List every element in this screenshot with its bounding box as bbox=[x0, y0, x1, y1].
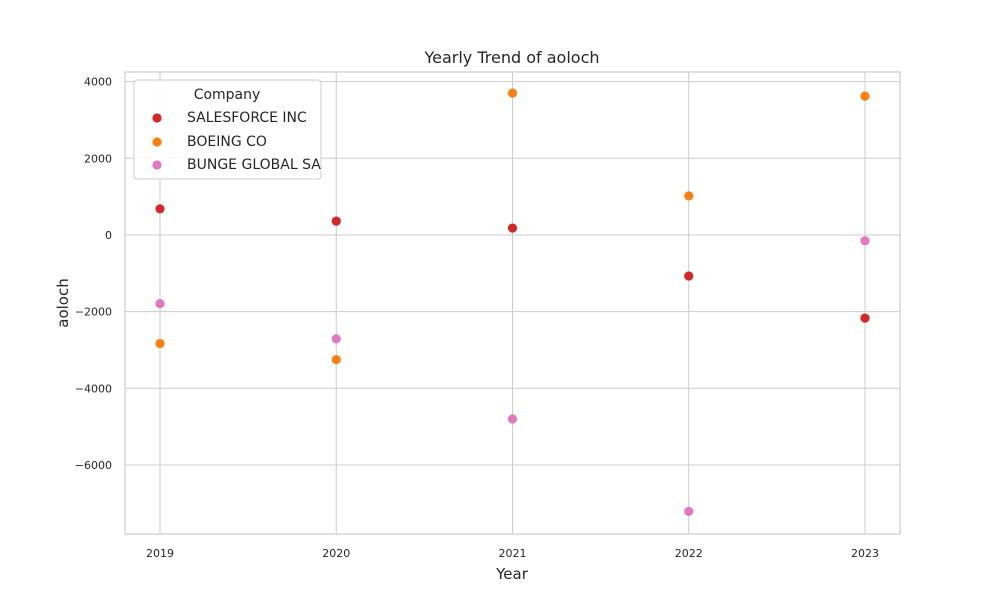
axis-ticks: −6000 −4000 −2000 0 2000 4000 2019 2020 2021 2022… bbox=[75, 76, 879, 560]
y-tick-label: −4000 bbox=[75, 382, 112, 395]
data-point-salesforce-inc bbox=[331, 216, 341, 226]
legend-marker-salesforce bbox=[152, 113, 162, 123]
legend-label-boeing: BOEING CO bbox=[187, 134, 267, 150]
y-tick-label: 0 bbox=[105, 229, 112, 242]
x-tick-label: 2019 bbox=[146, 547, 174, 560]
data-point-boeing-co bbox=[155, 338, 165, 349]
y-tick-label: 2000 bbox=[84, 152, 112, 165]
data-point-salesforce-inc bbox=[684, 271, 694, 281]
data-point-bunge-global-sa bbox=[155, 298, 165, 309]
x-tick-label: 2020 bbox=[322, 547, 350, 560]
data-point-bunge-global-sa bbox=[684, 506, 694, 516]
data-point-salesforce-inc bbox=[507, 223, 518, 233]
legend: Company SALESFORCE INC BOEING CO BUNGE G… bbox=[133, 79, 322, 180]
data-point-salesforce-inc bbox=[155, 204, 165, 214]
y-tick-label: 4000 bbox=[84, 76, 112, 89]
legend-title: Company bbox=[194, 87, 261, 103]
x-tick-label: 2022 bbox=[675, 547, 703, 560]
legend-box bbox=[133, 79, 322, 180]
y-axis-label: aoloch bbox=[54, 278, 72, 327]
data-point-boeing-co bbox=[860, 91, 870, 101]
data-point-bunge-global-sa bbox=[331, 334, 341, 344]
x-tick-label: 2021 bbox=[499, 547, 527, 560]
legend-marker-boeing bbox=[152, 137, 162, 147]
data-point-bunge-global-sa bbox=[507, 414, 518, 424]
legend-label-bunge: BUNGE GLOBAL SA bbox=[187, 157, 321, 173]
data-point-bunge-global-sa bbox=[860, 236, 870, 246]
grid-lines bbox=[125, 72, 900, 534]
data-point-boeing-co bbox=[684, 191, 694, 201]
data-point-boeing-co bbox=[331, 354, 341, 365]
legend-marker-bunge bbox=[152, 160, 162, 170]
chart-title: Yearly Trend of aoloch bbox=[423, 48, 599, 67]
x-axis-label: Year bbox=[495, 565, 529, 583]
legend-item-boeing: BOEING CO bbox=[152, 134, 267, 150]
y-tick-label: −6000 bbox=[75, 459, 112, 472]
legend-item-salesforce: SALESFORCE INC bbox=[152, 110, 307, 126]
plot-area-frame bbox=[124, 71, 901, 535]
legend-item-bunge: BUNGE GLOBAL SA bbox=[152, 157, 321, 173]
data-point-salesforce-inc bbox=[860, 313, 870, 323]
x-tick-label: 2023 bbox=[851, 547, 879, 560]
legend-label-salesforce: SALESFORCE INC bbox=[187, 110, 307, 126]
data-points bbox=[155, 88, 870, 516]
data-point-boeing-co bbox=[507, 88, 518, 98]
y-tick-label: −2000 bbox=[75, 306, 112, 319]
